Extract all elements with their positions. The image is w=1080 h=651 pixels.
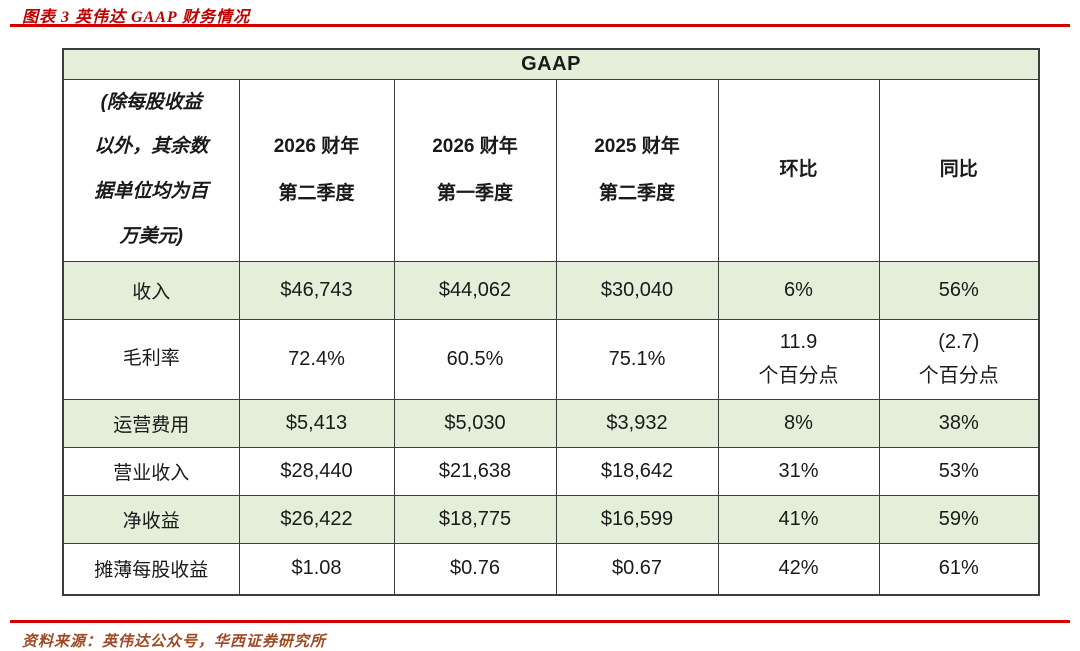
row-label: 毛利率 [62,318,240,400]
unit-note: (除每股收益 以外，其余数 据单位均为百 万美元) [62,78,240,262]
cell: $46,743 [238,260,395,320]
cell: 11.9 个百分点 [717,318,880,400]
cell: $21,638 [393,446,557,496]
row-label: 营业收入 [62,446,240,496]
cell: 53% [878,446,1040,496]
source-note: 资料来源：英伟达公众号，华西证券研究所 [22,634,327,650]
col-header-fy2026-q2: 2026 财年 第二季度 [238,78,395,262]
row-label: 运营费用 [62,398,240,448]
cell: $18,642 [555,446,719,496]
table-row-revenue: 收入 $46,743 $44,062 $30,040 6% 56% [62,260,1040,320]
cell: 8% [717,398,880,448]
cell: $0.76 [393,542,557,596]
cell: 56% [878,260,1040,320]
table-title: GAAP [62,48,1040,80]
gaap-financials-table: GAAP (除每股收益 以外，其余数 据单位均为百 万美元) 2026 财年 第… [62,48,1041,596]
cell: 59% [878,494,1040,544]
col-header-yoy: 同比 [878,78,1040,262]
col-header-fy2026-q1: 2026 财年 第一季度 [393,78,557,262]
figure-caption: 图表 3 英伟达 GAAP 财务情况 [22,9,251,26]
cell: $5,413 [238,398,395,448]
table-row-diluted-eps: 摊薄每股收益 $1.08 $0.76 $0.67 42% 61% [62,542,1040,596]
col-header-qoq: 环比 [717,78,880,262]
cell: 6% [717,260,880,320]
table-row-gross-margin: 毛利率 72.4% 60.5% 75.1% 11.9 个百分点 (2.7) 个百… [62,318,1040,400]
cell: 60.5% [393,318,557,400]
cell: $26,422 [238,494,395,544]
cell: $28,440 [238,446,395,496]
cell: $0.67 [555,542,719,596]
cell: 42% [717,542,880,596]
cell: $5,030 [393,398,557,448]
col-header-fy2025-q2: 2025 财年 第二季度 [555,78,719,262]
table-row-net-income: 净收益 $26,422 $18,775 $16,599 41% 59% [62,494,1040,544]
table-row-operating-income: 营业收入 $28,440 $21,638 $18,642 31% 53% [62,446,1040,496]
table-row-operating-expenses: 运营费用 $5,413 $5,030 $3,932 8% 38% [62,398,1040,448]
cell: 41% [717,494,880,544]
cell: $44,062 [393,260,557,320]
table-title-row: GAAP [62,48,1040,80]
cell: 38% [878,398,1040,448]
cell: 75.1% [555,318,719,400]
cell: 72.4% [238,318,395,400]
cell: 31% [717,446,880,496]
cell: $16,599 [555,494,719,544]
row-label: 摊薄每股收益 [62,542,240,596]
row-label: 收入 [62,260,240,320]
cell: $3,932 [555,398,719,448]
cell: $18,775 [393,494,557,544]
cell: $1.08 [238,542,395,596]
bottom-divider-rule [10,620,1070,623]
cell: 61% [878,542,1040,596]
cell: (2.7) 个百分点 [878,318,1040,400]
row-label: 净收益 [62,494,240,544]
top-divider-rule [10,24,1070,27]
cell: $30,040 [555,260,719,320]
column-header-row: (除每股收益 以外，其余数 据单位均为百 万美元) 2026 财年 第二季度 2… [62,78,1040,262]
